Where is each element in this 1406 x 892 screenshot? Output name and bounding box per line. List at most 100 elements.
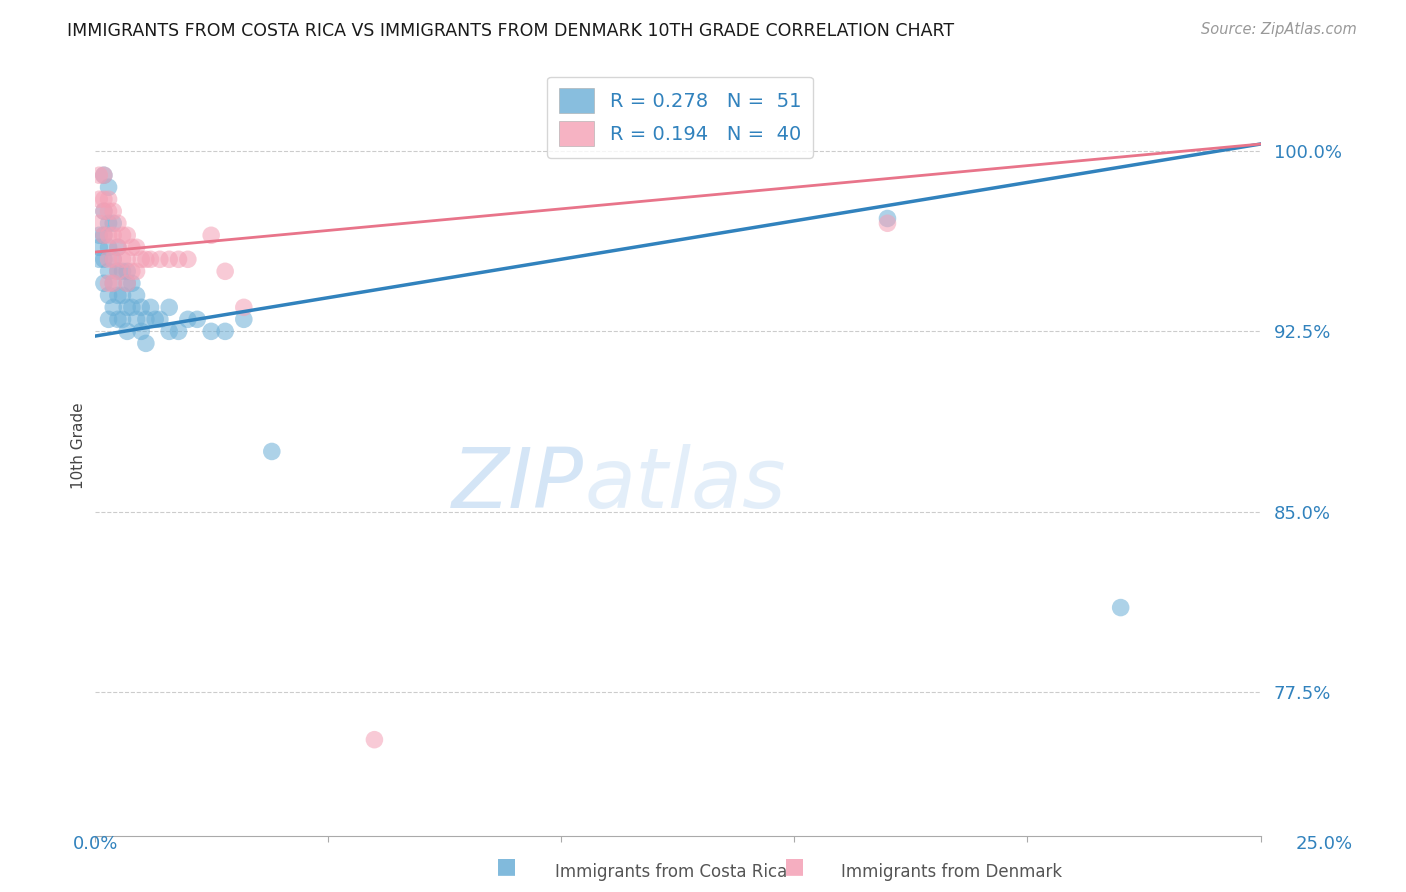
- Point: [186, 312, 208, 326]
- Point: [97, 180, 120, 194]
- Point: [89, 228, 111, 243]
- Point: [157, 252, 180, 267]
- Point: [139, 252, 162, 267]
- Point: [97, 277, 120, 291]
- Point: [103, 301, 125, 315]
- Point: [107, 264, 129, 278]
- Point: [93, 277, 115, 291]
- Point: [149, 312, 172, 326]
- Point: [167, 324, 190, 338]
- Point: [363, 732, 385, 747]
- Point: [97, 216, 120, 230]
- Point: [103, 252, 125, 267]
- Point: [93, 192, 115, 206]
- Point: [157, 301, 180, 315]
- Point: [135, 336, 157, 351]
- Point: [89, 252, 111, 267]
- Point: [139, 301, 162, 315]
- Text: atlas: atlas: [585, 444, 786, 525]
- Point: [129, 252, 152, 267]
- Point: [115, 301, 138, 315]
- Point: [115, 252, 138, 267]
- Point: [232, 312, 254, 326]
- Point: [200, 228, 222, 243]
- Point: [107, 288, 129, 302]
- Point: [232, 301, 254, 315]
- Point: [93, 168, 115, 182]
- Point: [129, 324, 152, 338]
- Text: Source: ZipAtlas.com: Source: ZipAtlas.com: [1201, 22, 1357, 37]
- Point: [103, 277, 125, 291]
- Point: [876, 216, 898, 230]
- Point: [111, 312, 134, 326]
- Point: [103, 277, 125, 291]
- Point: [115, 264, 138, 278]
- Point: [97, 192, 120, 206]
- Point: [121, 240, 143, 254]
- Point: [111, 228, 134, 243]
- Point: [125, 264, 148, 278]
- Point: [125, 240, 148, 254]
- Point: [125, 312, 148, 326]
- Point: [89, 168, 111, 182]
- Point: [107, 240, 129, 254]
- Point: [121, 301, 143, 315]
- Point: [93, 228, 115, 243]
- Point: [107, 240, 129, 254]
- Point: [200, 324, 222, 338]
- Point: [89, 192, 111, 206]
- Point: [149, 252, 172, 267]
- Point: [93, 168, 115, 182]
- Text: 0.0%: 0.0%: [73, 835, 118, 853]
- Point: [103, 204, 125, 219]
- Point: [93, 228, 115, 243]
- Point: [121, 264, 143, 278]
- Point: [103, 228, 125, 243]
- Point: [177, 312, 200, 326]
- Point: [97, 264, 120, 278]
- Point: [135, 252, 157, 267]
- Point: [876, 211, 898, 226]
- Text: Immigrants from Costa Rica: Immigrants from Costa Rica: [555, 863, 787, 881]
- Y-axis label: 10th Grade: 10th Grade: [72, 402, 86, 489]
- Point: [115, 228, 138, 243]
- Point: [135, 312, 157, 326]
- Point: [89, 216, 111, 230]
- Point: [115, 277, 138, 291]
- Text: IMMIGRANTS FROM COSTA RICA VS IMMIGRANTS FROM DENMARK 10TH GRADE CORRELATION CHA: IMMIGRANTS FROM COSTA RICA VS IMMIGRANTS…: [67, 22, 955, 40]
- Point: [111, 252, 134, 267]
- Point: [89, 240, 111, 254]
- Point: [157, 324, 180, 338]
- Point: [177, 252, 200, 267]
- Point: [115, 277, 138, 291]
- Point: [260, 444, 283, 458]
- Point: [97, 288, 120, 302]
- Point: [93, 252, 115, 267]
- Point: [125, 288, 148, 302]
- Text: ■: ■: [785, 856, 804, 876]
- Point: [167, 252, 190, 267]
- Point: [129, 301, 152, 315]
- Point: [1109, 600, 1132, 615]
- Point: [97, 252, 120, 267]
- Point: [97, 312, 120, 326]
- Point: [111, 264, 134, 278]
- Point: [107, 312, 129, 326]
- Text: ■: ■: [496, 856, 516, 876]
- Point: [143, 312, 166, 326]
- Point: [97, 240, 120, 254]
- Point: [107, 264, 129, 278]
- Text: Immigrants from Denmark: Immigrants from Denmark: [841, 863, 1062, 881]
- Text: 25.0%: 25.0%: [1296, 835, 1353, 853]
- Point: [121, 277, 143, 291]
- Point: [214, 324, 236, 338]
- Point: [214, 264, 236, 278]
- Point: [103, 252, 125, 267]
- Point: [97, 204, 120, 219]
- Point: [93, 204, 115, 219]
- Point: [115, 324, 138, 338]
- Point: [103, 216, 125, 230]
- Point: [93, 204, 115, 219]
- Point: [111, 288, 134, 302]
- Point: [97, 228, 120, 243]
